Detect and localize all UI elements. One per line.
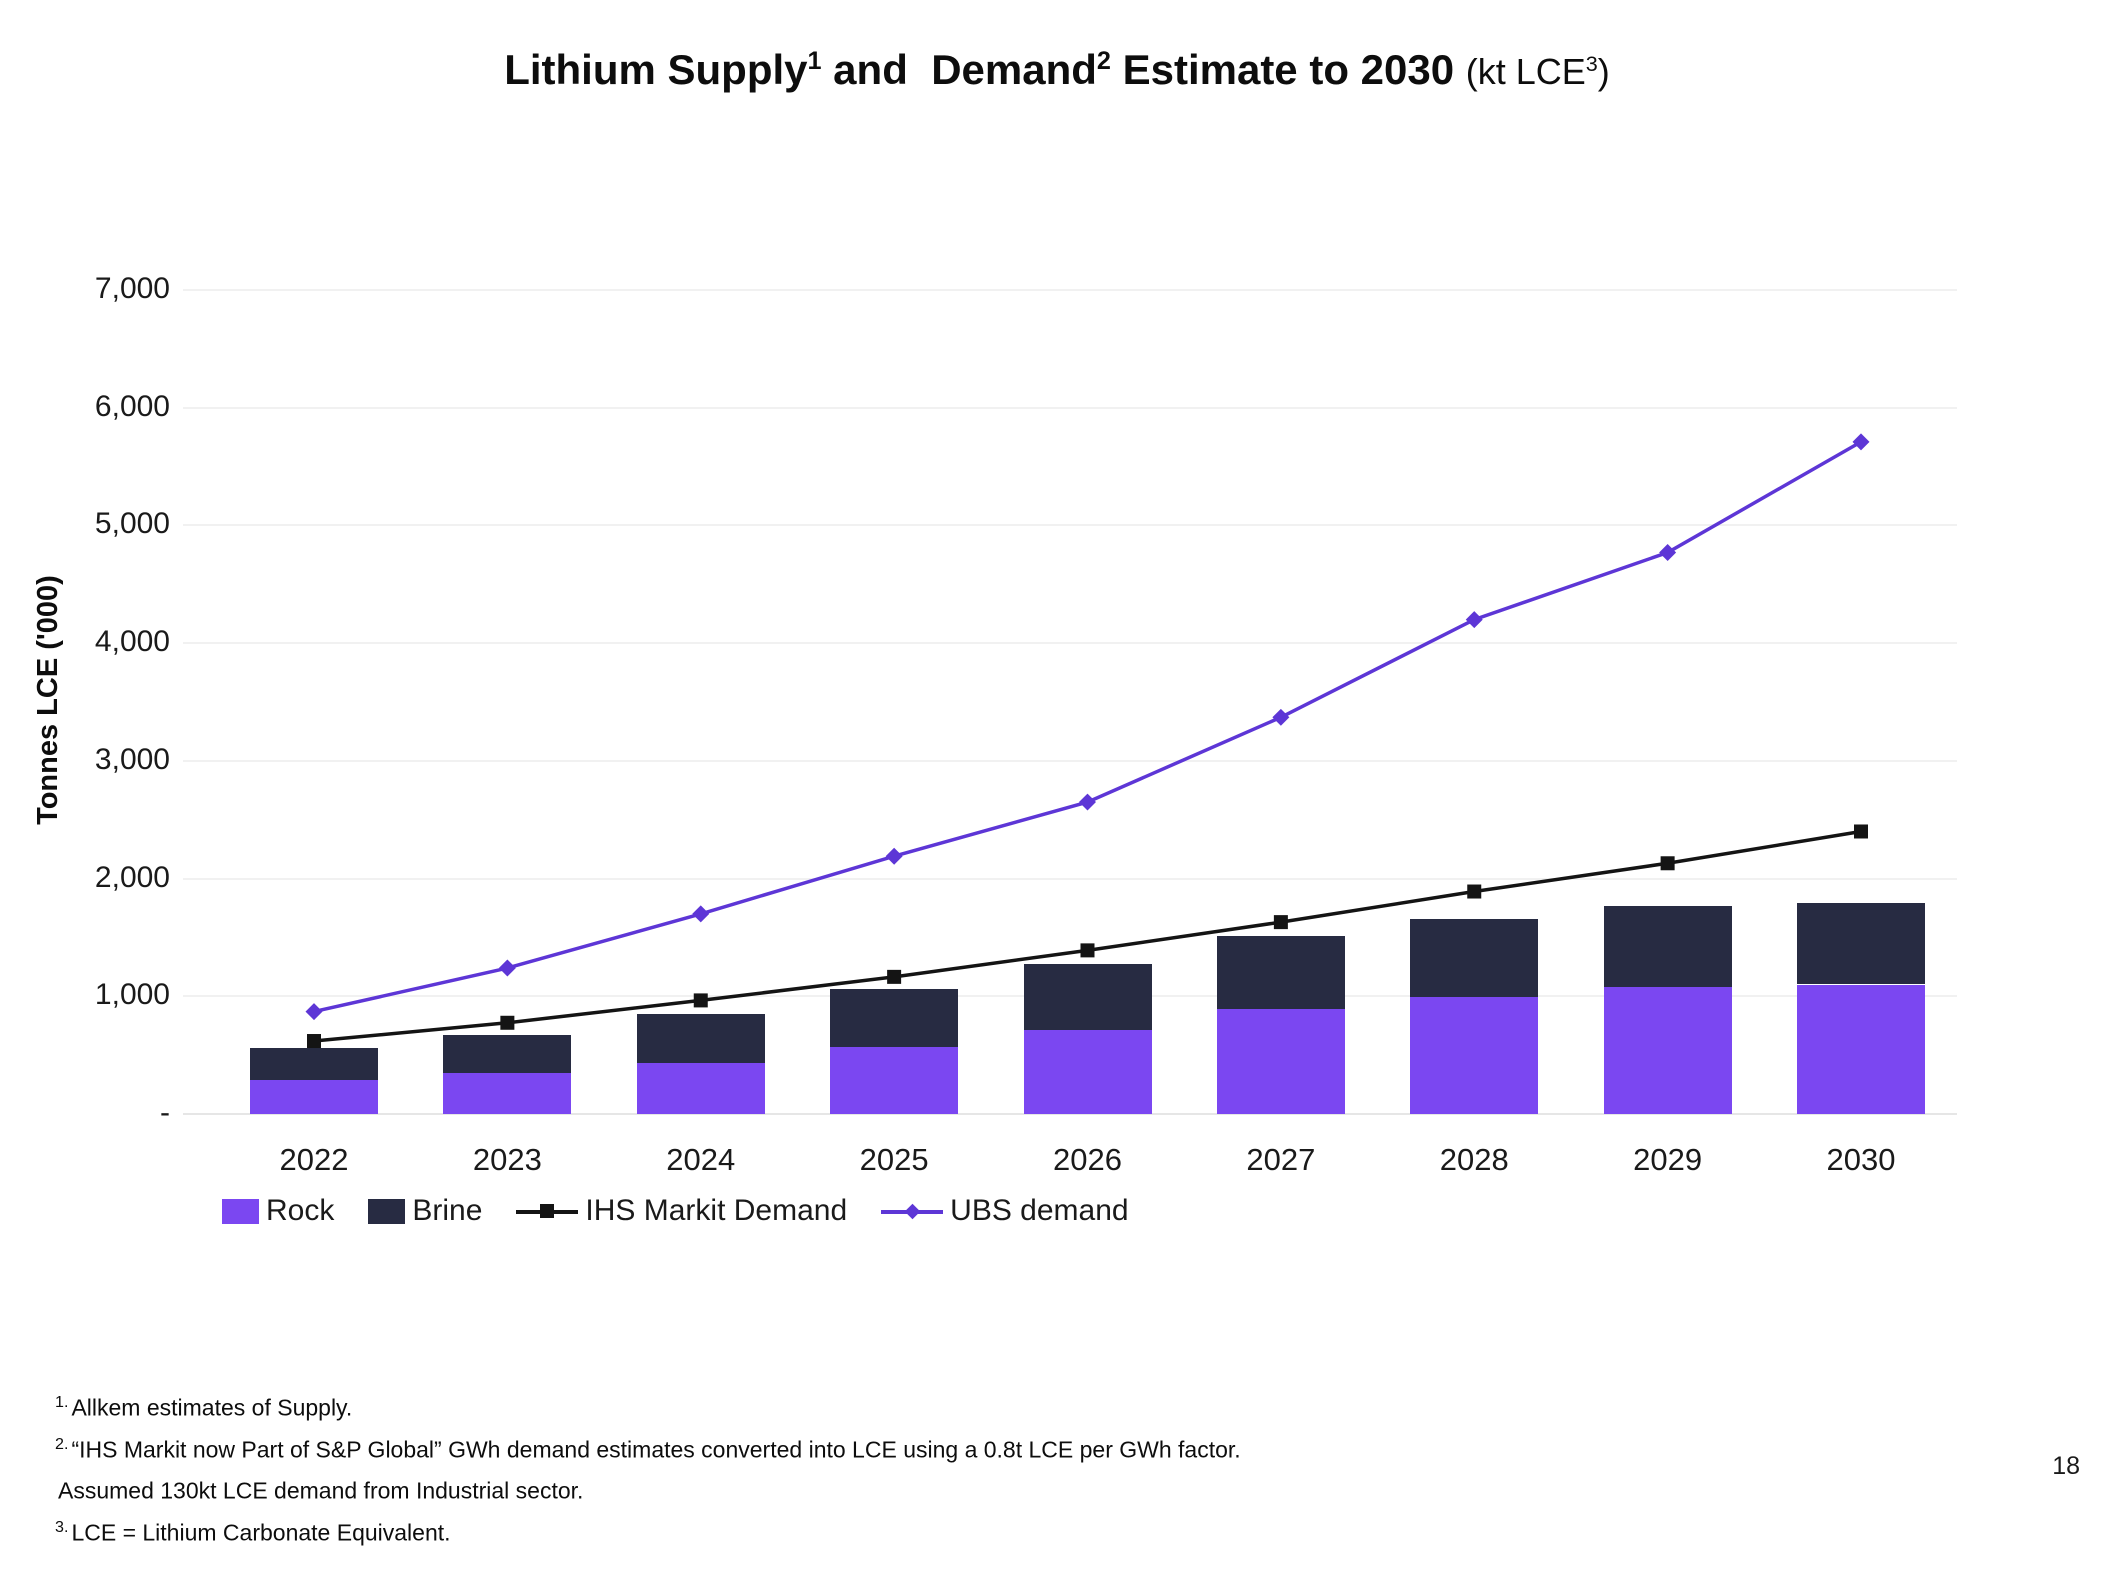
gridline-5000 (183, 524, 1957, 527)
footnote-3: 3. LCE = Lithium Carbonate Equivalent. (55, 1509, 1241, 1551)
diamond-marker (1659, 544, 1677, 561)
title-text: Estimate to 2030 (1110, 46, 1466, 93)
footnote-marker: 2. (55, 1434, 69, 1453)
x-tick-label-2027: 2027 (1246, 1142, 1316, 1177)
legend-item-brine: Brine (368, 1194, 482, 1228)
square-marker (1273, 915, 1288, 930)
legend: Rock Brine IHS Markit Demand UBS demand (222, 1194, 1129, 1228)
legend-diamond-line-icon (881, 1199, 944, 1224)
legend-swatch-icon (368, 1198, 406, 1224)
title-footnote-ref-3: 3 (1585, 51, 1598, 76)
bar-brine-2030 (1797, 902, 1925, 985)
legend-swatch-icon (222, 1198, 259, 1224)
y-tick-label-6000: 6,000 (94, 389, 170, 423)
bar-rock-2027 (1216, 1009, 1345, 1114)
x-tick-label-2026: 2026 (1053, 1142, 1122, 1177)
square-marker (500, 1015, 515, 1030)
diamond-marker (1465, 611, 1483, 629)
legend-label: Brine (412, 1194, 483, 1227)
legend-square-line-icon (516, 1199, 579, 1224)
footnote-2-continued: Assumed 130kt LCE demand from Industrial… (55, 1467, 1241, 1509)
square-marker (1660, 856, 1675, 871)
legend-label: UBS demand (950, 1194, 1129, 1227)
footnote-text: Allkem estimates of Supply. (71, 1394, 353, 1421)
chart-title: Lithium Supply1 and Demand2 Estimate to … (0, 46, 2114, 94)
bar-rock-2029 (1603, 986, 1732, 1114)
legend-label: Rock (266, 1194, 335, 1227)
x-tick-label-2025: 2025 (859, 1142, 929, 1177)
bar-brine-2026 (1023, 963, 1152, 1031)
title-text: and Demand (821, 46, 1097, 93)
x-tick-label-2024: 2024 (666, 1142, 736, 1177)
square-marker (1080, 943, 1095, 958)
y-tick-label-0: - (160, 1096, 170, 1129)
bar-rock-2022 (250, 1079, 378, 1114)
y-axis-title: Tonnes LCE ('000) (32, 500, 72, 900)
bar-brine-2029 (1603, 905, 1732, 987)
legend-item-ihs-markit-demand: IHS Markit Demand (516, 1194, 847, 1228)
footnote-text: Assumed 130kt LCE demand from Industrial… (58, 1477, 584, 1504)
bar-rock-2028 (1410, 997, 1539, 1114)
gridline-0 (183, 1113, 1957, 1115)
diamond-marker (692, 905, 710, 923)
y-tick-label-7000: 7,000 (94, 272, 170, 305)
title-footnote-ref-2: 2 (1096, 47, 1111, 75)
gridline-4000 (183, 642, 1957, 645)
title-text: Lithium Supply (504, 46, 808, 93)
title-footnote-ref-1: 1 (807, 47, 822, 75)
footnote-2: 2. “IHS Markit now Part of S&P Global” GW… (55, 1426, 1241, 1468)
x-tick-label-2028: 2028 (1439, 1142, 1509, 1177)
bar-brine-2028 (1410, 918, 1539, 998)
legend-label: IHS Markit Demand (585, 1194, 848, 1227)
footnote-text: “IHS Markit now Part of S&P Global” GWh … (71, 1436, 1241, 1463)
bar-rock-2023 (443, 1073, 572, 1114)
footnote-1: 1. Allkem estimates of Supply. (55, 1384, 1241, 1426)
y-tick-label-4000: 4,000 (94, 625, 170, 659)
gridline-7000 (183, 289, 1957, 291)
diamond-marker (1272, 708, 1290, 726)
bar-brine-2022 (250, 1048, 378, 1080)
y-axis-title-label: Tonnes LCE ('000) (32, 575, 64, 825)
gridline-6000 (183, 406, 1957, 409)
title-unit-text: (kt LCE (1465, 51, 1586, 92)
footnote-marker: 3. (55, 1517, 69, 1536)
bar-rock-2024 (636, 1063, 765, 1114)
bar-rock-2030 (1797, 984, 1925, 1114)
gridline-3000 (183, 759, 1957, 762)
y-tick-label-2000: 2,000 (94, 860, 170, 894)
bar-brine-2027 (1216, 936, 1345, 1010)
y-tick-label-3000: 3,000 (94, 742, 170, 776)
x-tick-label-2023: 2023 (472, 1142, 542, 1177)
legend-item-rock: Rock (222, 1194, 334, 1228)
square-marker (1854, 824, 1868, 839)
square-marker (1467, 884, 1482, 899)
bar-brine-2024 (636, 1013, 765, 1064)
x-tick-label-2022: 2022 (279, 1142, 349, 1177)
y-tick-label-5000: 5,000 (94, 507, 170, 541)
bar-brine-2025 (830, 988, 959, 1048)
page-number: 18 (2052, 1452, 2080, 1480)
diamond-marker (1079, 793, 1096, 811)
x-tick-label-2030: 2030 (1826, 1142, 1896, 1177)
footnote-text: LCE = Lithium Carbonate Equivalent. (71, 1519, 451, 1546)
diamond-marker (1852, 433, 1870, 451)
title-unit: (kt LCE3) (1466, 51, 1610, 92)
bar-rock-2026 (1023, 1030, 1152, 1114)
y-tick-label-1000: 1,000 (94, 978, 170, 1012)
bar-rock-2025 (830, 1047, 959, 1114)
title-unit-text: ) (1597, 51, 1610, 92)
x-tick-label-2029: 2029 (1633, 1142, 1703, 1177)
square-marker (887, 969, 902, 984)
diamond-marker (885, 847, 903, 865)
diamond-marker (305, 1003, 323, 1021)
diamond-marker (498, 959, 516, 977)
legend-item-ubs-demand: UBS demand (881, 1194, 1129, 1228)
footnote-marker: 1. (55, 1393, 69, 1411)
bar-brine-2023 (443, 1034, 572, 1074)
footnotes: 1. Allkem estimates of Supply. 2. “IHS Mar… (55, 1384, 1241, 1551)
gridline-2000 (183, 877, 1957, 880)
square-marker (307, 1034, 321, 1049)
